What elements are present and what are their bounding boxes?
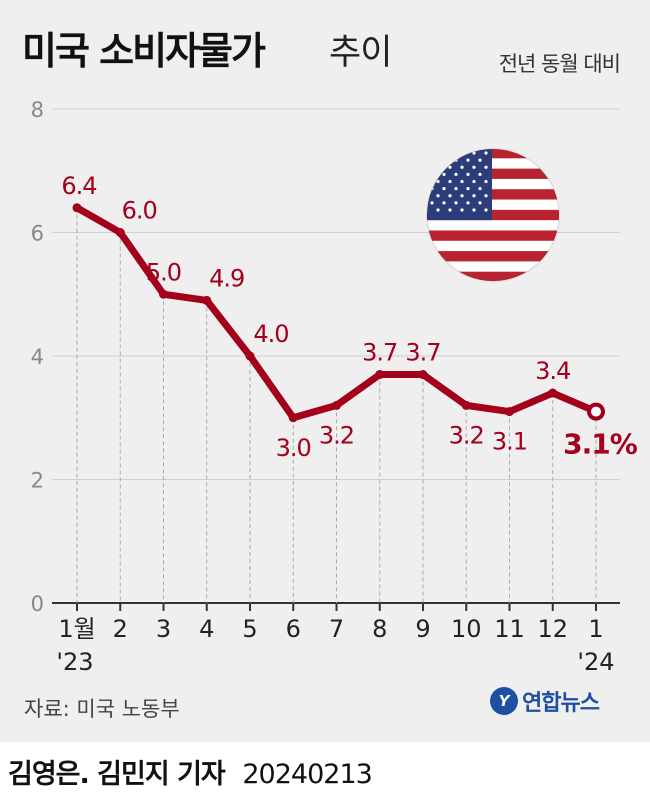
x-tick-label: 10 (451, 615, 482, 643)
x-tick-label: 9 (415, 615, 430, 643)
chart-subtitle: 전년 동월 대비 (498, 52, 621, 76)
data-point (72, 203, 82, 213)
y-tick-label: 0 (31, 592, 44, 616)
data-point-latest (587, 402, 605, 421)
year-label: '23 (56, 648, 93, 676)
x-tick-label: 3 (156, 615, 171, 643)
chart-panel: 미국 소비자물가 추이 전년 동월 대비 6.4 6.0 5.0 4.9 4.0 3.0 3… (0, 0, 650, 742)
data-point (332, 400, 341, 410)
data-label: 6.4 (61, 172, 96, 200)
data-point (115, 228, 125, 237)
chart-title: 미국 소비자물가 (22, 29, 266, 73)
byline-date: 20240213 (242, 759, 372, 790)
x-tick-label: 11 (494, 615, 525, 643)
data-label: 4.9 (209, 264, 244, 292)
x-tick-label: 4 (199, 615, 214, 643)
x-tick-label: 1월 (58, 615, 95, 643)
data-label: 3.7 (405, 339, 440, 367)
data-point (288, 413, 298, 423)
data-label-latest: 3.1% (563, 428, 638, 461)
data-label: 6.0 (122, 197, 157, 225)
chart-title-suffix: 추이 (329, 33, 392, 73)
year-label: '24 (577, 648, 614, 676)
data-point (461, 400, 471, 410)
byline: 김영은. 김민지 기자 20240213 (8, 752, 373, 791)
source-note: 자료: 미국 노동부 (24, 697, 180, 721)
data-point (159, 289, 168, 299)
x-tick-label: 12 (537, 615, 568, 643)
x-tick-label: 6 (286, 615, 301, 643)
data-point (505, 407, 514, 417)
logo-text: 연합뉴스 (522, 691, 600, 716)
y-tick-label: 4 (31, 345, 44, 369)
logo-mark-icon: Y (490, 687, 518, 715)
data-label: 5.0 (146, 258, 181, 286)
data-label: 3.1 (492, 428, 527, 456)
data-label: 3.2 (449, 421, 484, 449)
agency-logo: Y 연합뉴스 (490, 683, 600, 719)
x-tick-label: 5 (242, 615, 257, 643)
y-tick-label: 2 (31, 469, 44, 493)
series-line (72, 203, 605, 423)
us-flag-icon (426, 148, 560, 282)
data-labels: 6.4 6.0 5.0 4.9 4.0 3.0 3.2 3.7 3.7 3.2 3.1 3.4 3.1% (61, 172, 638, 462)
byline-author: 김영은. 김민지 기자 (8, 759, 226, 790)
grid-lines (52, 108, 620, 611)
y-tick-label: 6 (31, 222, 44, 246)
x-tick-label: 2 (113, 615, 128, 643)
data-label: 3.2 (319, 421, 354, 449)
data-point (202, 295, 212, 305)
x-tick-label: 8 (372, 615, 387, 643)
data-point (418, 370, 428, 380)
data-label: 3.7 (362, 339, 397, 367)
data-point (375, 370, 385, 380)
data-label: 3.0 (276, 434, 311, 462)
data-point (548, 388, 558, 398)
x-tick-label: 1 (588, 615, 603, 643)
data-point (245, 351, 255, 361)
y-tick-label: 8 (31, 98, 44, 122)
x-tick-label: 7 (329, 615, 344, 643)
line-chart: 6.4 6.0 5.0 4.9 4.0 3.0 3.2 3.7 3.7 3.2 3.1 3.4 3.1%… (31, 98, 639, 676)
data-label: 3.4 (535, 357, 570, 385)
data-label: 4.0 (253, 320, 288, 348)
